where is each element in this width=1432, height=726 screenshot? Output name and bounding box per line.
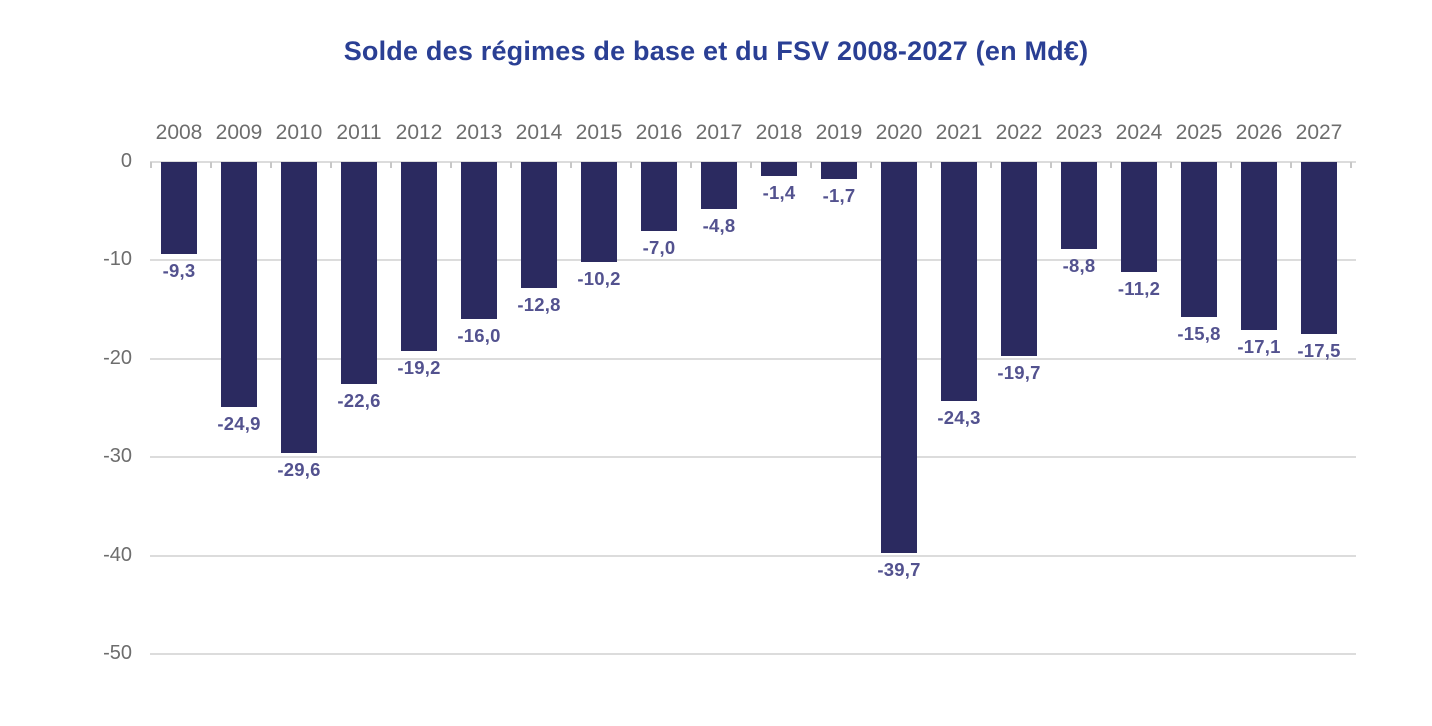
axis-tick-mark bbox=[450, 162, 452, 168]
bar-value-label: -11,2 bbox=[1117, 278, 1161, 300]
category-label: 2013 bbox=[455, 121, 503, 144]
bar-value-label: -7,0 bbox=[642, 236, 676, 258]
bar-value-label: -19,2 bbox=[397, 356, 441, 378]
bar bbox=[221, 162, 257, 408]
chart-title: Solde des régimes de base et du FSV 2008… bbox=[343, 36, 1089, 66]
category-label: 2015 bbox=[575, 121, 623, 144]
axis-tick-mark bbox=[810, 162, 812, 168]
bar-value-label: -19,7 bbox=[997, 361, 1041, 383]
axis-tick-mark bbox=[1230, 162, 1232, 168]
category-label: 2016 bbox=[635, 121, 683, 144]
category-label: 2017 bbox=[695, 121, 743, 144]
category-label: 2018 bbox=[755, 121, 803, 144]
category-label: 2009 bbox=[215, 121, 263, 144]
axis-tick-mark bbox=[990, 162, 992, 168]
category-label: 2019 bbox=[815, 121, 863, 144]
bar bbox=[1061, 162, 1097, 249]
bar bbox=[581, 162, 617, 263]
gridline bbox=[150, 259, 1356, 262]
bar bbox=[1241, 162, 1277, 331]
bar-value-label: -8,8 bbox=[1062, 254, 1096, 276]
bar bbox=[761, 162, 797, 176]
category-label: 2024 bbox=[1115, 121, 1163, 144]
bar bbox=[641, 162, 677, 231]
bar-value-label: -9,3 bbox=[162, 259, 196, 281]
bar bbox=[1301, 162, 1337, 335]
y-axis-tick-label: -30 bbox=[103, 445, 132, 468]
bar bbox=[521, 162, 557, 288]
axis-tick-mark bbox=[1170, 162, 1172, 168]
y-axis-tick-label: -10 bbox=[103, 248, 132, 271]
bar-value-label: -17,5 bbox=[1297, 340, 1341, 362]
bar bbox=[1001, 162, 1037, 356]
bar bbox=[401, 162, 437, 351]
bar-value-label: -29,6 bbox=[277, 459, 321, 481]
axis-tick-mark bbox=[1350, 162, 1352, 168]
category-label: 2014 bbox=[515, 121, 563, 144]
category-label: 2011 bbox=[336, 121, 382, 144]
bar-value-label: -1,4 bbox=[762, 181, 796, 203]
category-label: 2021 bbox=[935, 121, 983, 144]
bar-value-label: -24,3 bbox=[937, 407, 981, 429]
axis-tick-mark bbox=[1050, 162, 1052, 168]
axis-tick-mark bbox=[1110, 162, 1112, 168]
category-label: 2023 bbox=[1055, 121, 1103, 144]
axis-tick-mark bbox=[570, 162, 572, 168]
y-axis-tick-label: -20 bbox=[103, 346, 132, 369]
axis-tick-mark bbox=[510, 162, 512, 168]
gridline bbox=[150, 357, 1356, 360]
axis-tick-mark bbox=[150, 162, 152, 168]
bar bbox=[461, 162, 497, 320]
gridline bbox=[150, 456, 1356, 459]
bar bbox=[161, 162, 197, 254]
bar bbox=[701, 162, 737, 210]
axis-tick-mark bbox=[690, 162, 692, 168]
bar bbox=[341, 162, 377, 385]
bar-value-label: -15,8 bbox=[1177, 323, 1221, 345]
bar-value-label: -1,7 bbox=[822, 184, 856, 206]
axis-tick-mark bbox=[390, 162, 392, 168]
category-label: 2026 bbox=[1235, 121, 1283, 144]
bar bbox=[1181, 162, 1217, 318]
y-axis-tick-label: -50 bbox=[103, 642, 132, 664]
category-label: 2022 bbox=[995, 121, 1043, 144]
bar bbox=[821, 162, 857, 179]
category-label: 2027 bbox=[1295, 121, 1343, 144]
bar-value-label: -4,8 bbox=[702, 215, 736, 237]
category-label: 2012 bbox=[395, 121, 443, 144]
category-label: 2025 bbox=[1175, 121, 1223, 144]
axis-tick-mark bbox=[630, 162, 632, 168]
bar-value-label: -10,2 bbox=[577, 268, 621, 290]
y-axis-tick-label: -40 bbox=[103, 543, 132, 566]
category-label: 2010 bbox=[275, 121, 323, 144]
bar bbox=[941, 162, 977, 402]
axis-tick-mark bbox=[270, 162, 272, 168]
axis-tick-mark bbox=[870, 162, 872, 168]
bar bbox=[281, 162, 317, 454]
bar-value-label: -24,9 bbox=[217, 413, 261, 435]
bar-value-label: -12,8 bbox=[517, 293, 561, 315]
bar-value-label: -16,0 bbox=[457, 325, 501, 347]
bar bbox=[881, 162, 917, 553]
gridline bbox=[150, 161, 1356, 163]
gridline bbox=[150, 653, 1356, 655]
y-axis-tick-label: 0 bbox=[120, 150, 132, 172]
axis-tick-mark bbox=[750, 162, 752, 168]
axis-tick-mark bbox=[930, 162, 932, 168]
bar-value-label: -39,7 bbox=[877, 558, 921, 580]
bar-value-label: -17,1 bbox=[1237, 336, 1281, 358]
axis-tick-mark bbox=[1290, 162, 1292, 168]
axis-tick-mark bbox=[330, 162, 332, 168]
bar-value-label: -22,6 bbox=[337, 390, 381, 412]
category-label: 2020 bbox=[875, 121, 923, 144]
axis-tick-mark bbox=[210, 162, 212, 168]
category-label: 2008 bbox=[155, 121, 203, 144]
gridline bbox=[150, 554, 1356, 557]
bar bbox=[1121, 162, 1157, 273]
